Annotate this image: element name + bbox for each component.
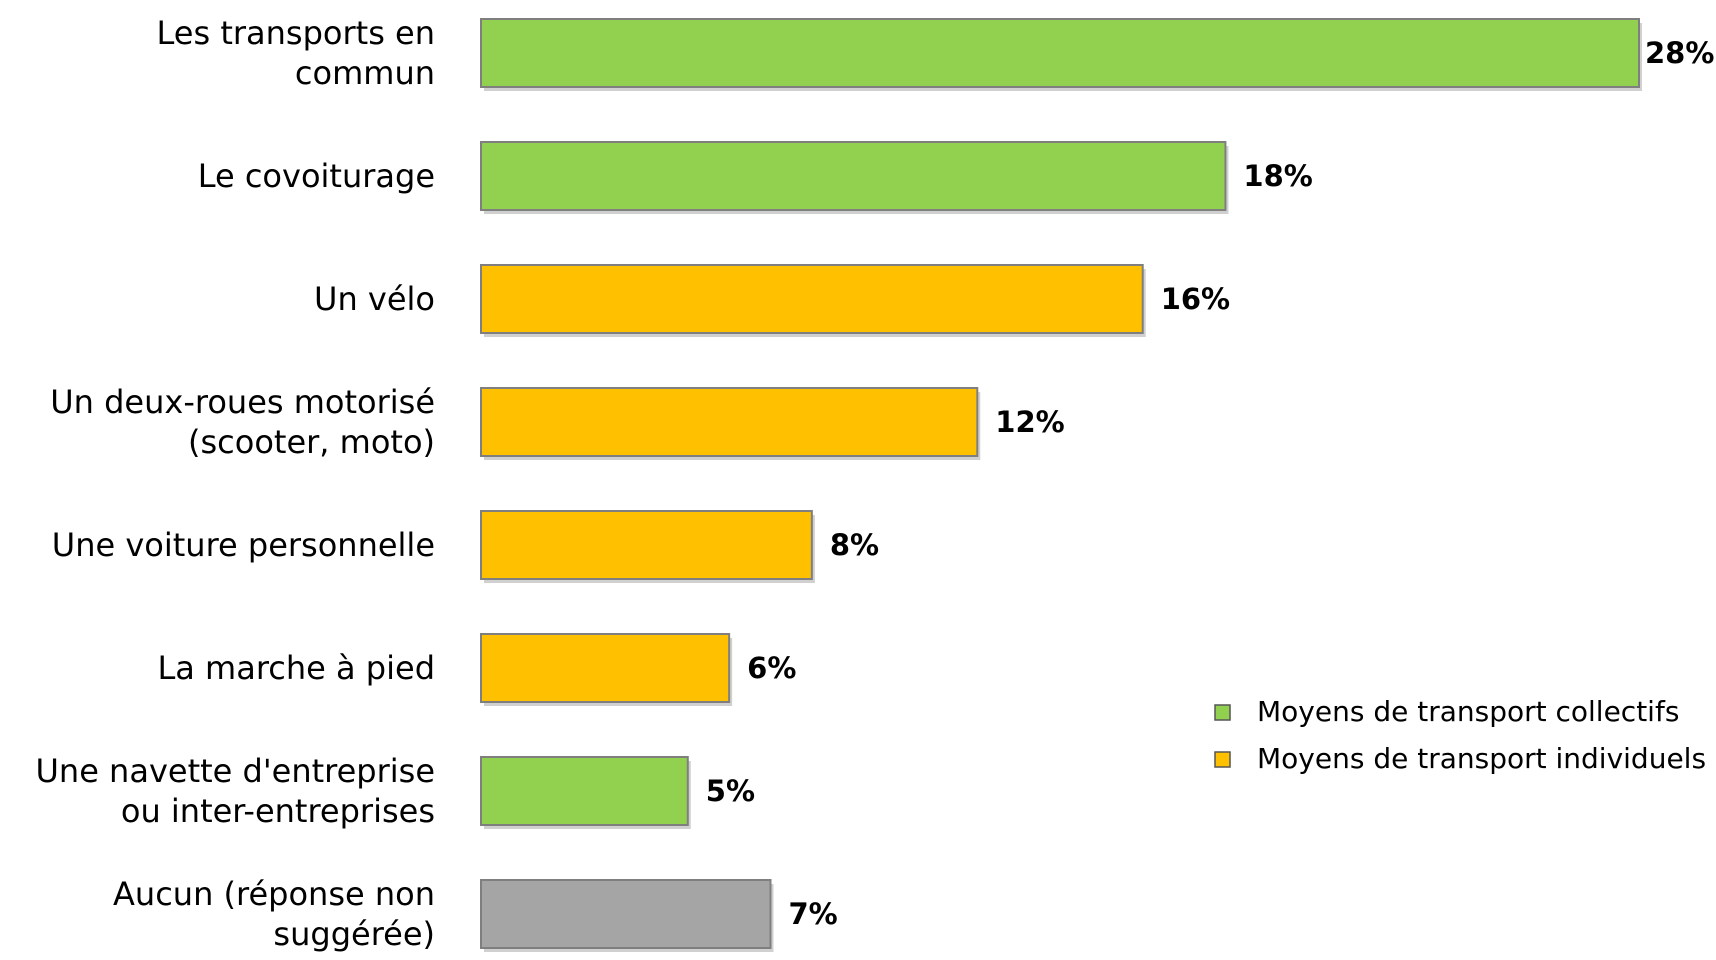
value-label: 6% bbox=[747, 651, 796, 685]
legend-swatch bbox=[1214, 704, 1231, 721]
category-label: Une navette d'entreprise ou inter-entrep… bbox=[35, 752, 435, 830]
legend-label: Moyens de transport collectifs bbox=[1257, 695, 1679, 728]
value-label: 5% bbox=[706, 774, 755, 808]
value-label: 18% bbox=[1243, 159, 1312, 193]
category-label: Les transports en commun bbox=[156, 14, 435, 92]
value-label: 7% bbox=[789, 897, 838, 931]
value-label: 12% bbox=[995, 405, 1064, 439]
bar bbox=[480, 141, 1227, 211]
category-label: Le covoiturage bbox=[197, 157, 435, 195]
bar bbox=[480, 633, 731, 703]
bar bbox=[480, 756, 689, 826]
category-label: Une voiture personnelle bbox=[51, 526, 435, 564]
bar bbox=[480, 510, 813, 580]
category-label: Aucun (réponse non suggérée) bbox=[113, 875, 435, 953]
bar bbox=[480, 264, 1144, 334]
category-label: Un deux-roues motorisé (scooter, moto) bbox=[50, 383, 435, 461]
legend-swatch bbox=[1214, 751, 1231, 768]
bar bbox=[480, 879, 772, 949]
value-label: 28% bbox=[1645, 36, 1714, 70]
category-label: Un vélo bbox=[314, 280, 435, 318]
legend-label: Moyens de transport individuels bbox=[1257, 742, 1706, 775]
bar bbox=[480, 387, 979, 457]
value-label: 16% bbox=[1161, 282, 1230, 316]
category-label: La marche à pied bbox=[157, 649, 435, 687]
bar bbox=[480, 18, 1640, 88]
value-label: 8% bbox=[830, 528, 879, 562]
